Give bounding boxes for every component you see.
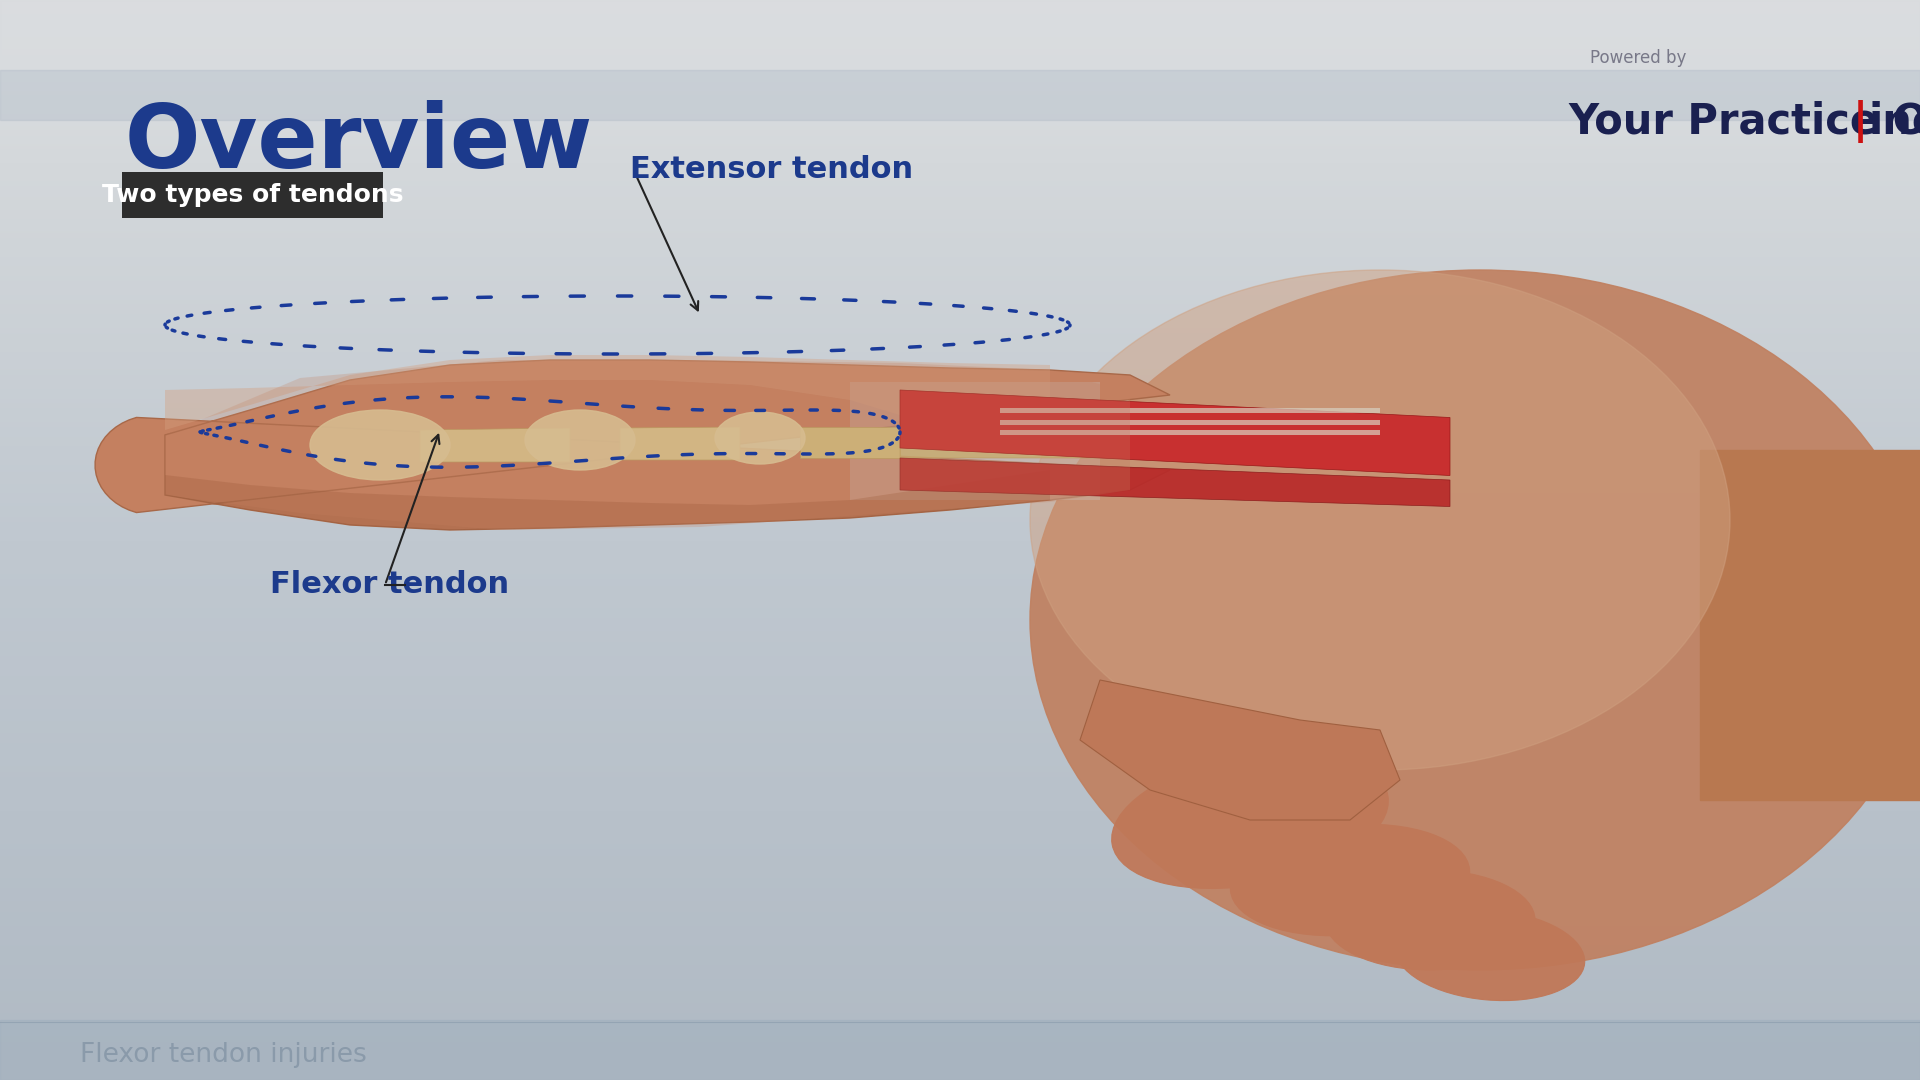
Ellipse shape bbox=[1325, 870, 1534, 970]
Ellipse shape bbox=[1029, 270, 1730, 770]
Ellipse shape bbox=[1029, 270, 1920, 970]
Polygon shape bbox=[1000, 430, 1380, 435]
Bar bbox=[1699, 450, 1920, 800]
Ellipse shape bbox=[714, 411, 804, 464]
Text: Your Practice On: Your Practice On bbox=[1569, 100, 1920, 141]
Text: Flexor tendon injuries: Flexor tendon injuries bbox=[81, 1042, 367, 1068]
Text: Extensor tendon: Extensor tendon bbox=[630, 156, 914, 184]
Polygon shape bbox=[165, 355, 1050, 455]
Polygon shape bbox=[165, 470, 1050, 530]
Polygon shape bbox=[851, 382, 1100, 500]
Polygon shape bbox=[900, 390, 1450, 475]
Ellipse shape bbox=[1396, 909, 1584, 1000]
Polygon shape bbox=[1000, 408, 1380, 413]
Text: Flexor tendon: Flexor tendon bbox=[271, 570, 509, 599]
Ellipse shape bbox=[524, 410, 636, 470]
FancyBboxPatch shape bbox=[123, 172, 382, 218]
Ellipse shape bbox=[1112, 752, 1388, 889]
Text: Overview: Overview bbox=[125, 100, 593, 187]
Polygon shape bbox=[620, 427, 739, 460]
Polygon shape bbox=[1079, 680, 1400, 820]
Polygon shape bbox=[801, 427, 900, 458]
Polygon shape bbox=[900, 430, 1100, 458]
Bar bbox=[0, 0, 1920, 70]
Text: |: | bbox=[1853, 100, 1868, 143]
Bar bbox=[0, 70, 1920, 120]
Bar bbox=[0, 1020, 1920, 1080]
Polygon shape bbox=[900, 458, 1450, 507]
Text: Powered by: Powered by bbox=[1590, 49, 1686, 67]
Ellipse shape bbox=[1231, 824, 1469, 935]
Text: ine: ine bbox=[1868, 100, 1920, 141]
Polygon shape bbox=[96, 360, 1169, 530]
Ellipse shape bbox=[309, 410, 449, 480]
Text: Two types of tendons: Two types of tendons bbox=[102, 183, 403, 207]
Polygon shape bbox=[420, 428, 570, 462]
Polygon shape bbox=[165, 360, 1131, 530]
Polygon shape bbox=[1000, 420, 1380, 426]
